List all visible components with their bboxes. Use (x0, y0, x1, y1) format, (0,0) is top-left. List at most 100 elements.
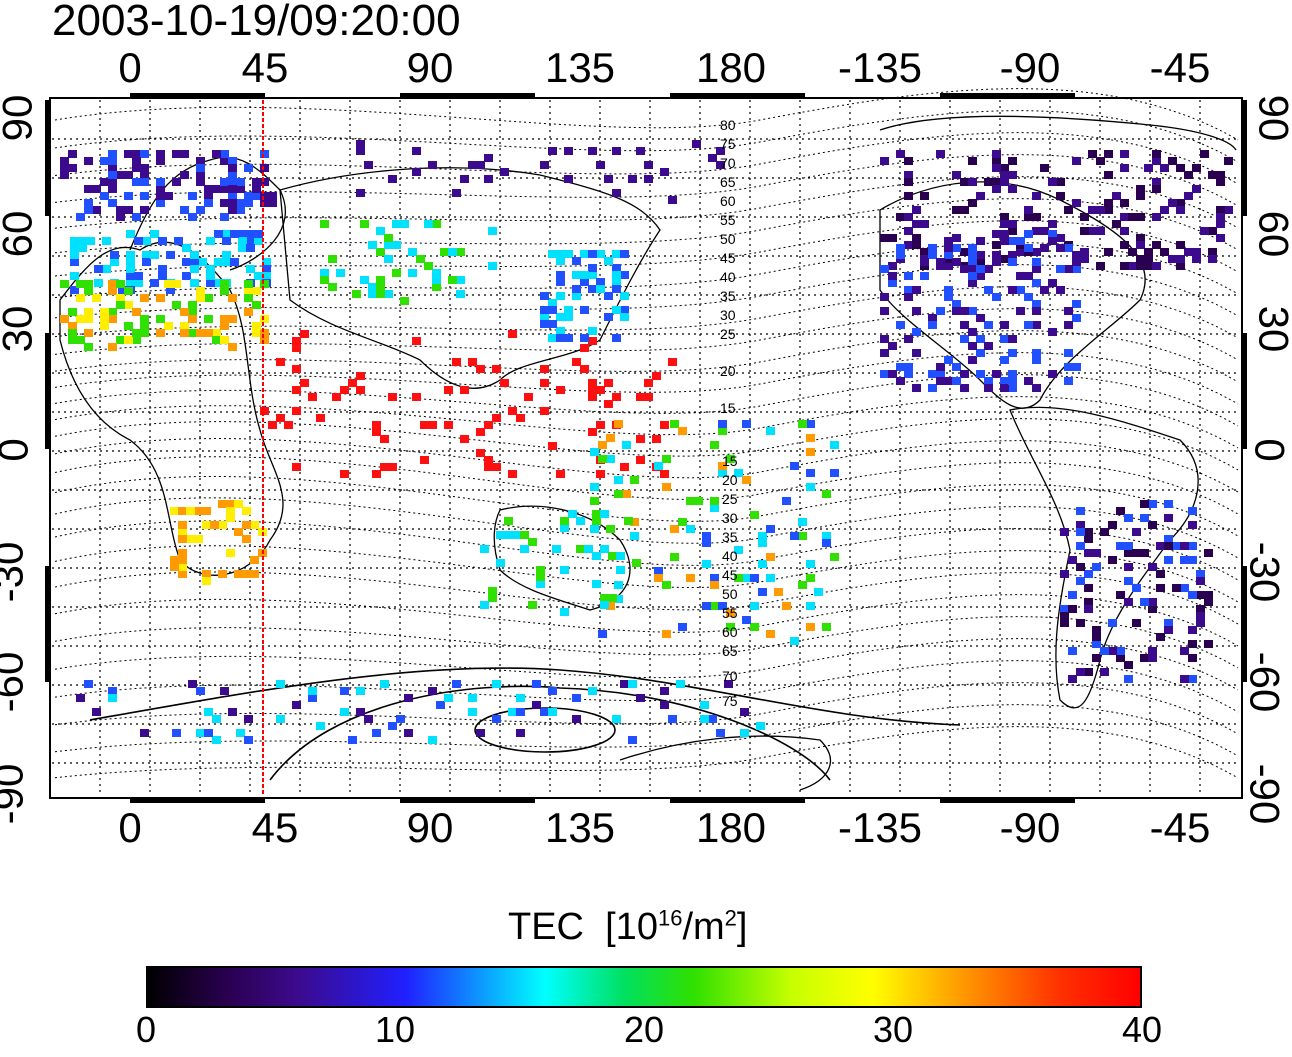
tec-cell (608, 552, 617, 560)
tec-cell (1160, 164, 1169, 172)
tec-cell (124, 150, 133, 158)
tec-cell (308, 393, 317, 401)
tec-cell (1132, 619, 1141, 627)
tec-cell (70, 237, 79, 245)
tec-cell (246, 230, 255, 238)
tec-cell (1068, 605, 1077, 613)
tec-cell (108, 171, 117, 179)
tec-cell (734, 574, 743, 582)
tec-cell (540, 320, 549, 328)
tec-cell (1112, 220, 1121, 228)
tec-cell (182, 244, 191, 252)
tec-cell (1156, 584, 1165, 592)
tec-cell (196, 329, 205, 337)
tec-cell (888, 262, 897, 270)
tec-cell (460, 435, 469, 443)
tec-cell (384, 241, 393, 249)
tec-cell (1068, 675, 1077, 683)
tec-cell (580, 250, 589, 258)
tec-cell (952, 206, 961, 214)
tec-cell (896, 244, 905, 252)
tec-cell (1008, 157, 1017, 165)
tec-cell (182, 272, 191, 280)
tec-cell (242, 535, 251, 543)
tec-cell (912, 286, 921, 294)
tec-cell (228, 192, 237, 200)
tec-cell (528, 538, 537, 546)
tec-cell (70, 272, 79, 280)
tec-cell (492, 365, 501, 373)
tec-cell (588, 428, 597, 436)
tec-cell (1120, 227, 1129, 235)
tec-cell (234, 500, 243, 508)
colorbar-unit-exponent-2: 2 (724, 905, 737, 931)
tec-cell (214, 279, 223, 287)
tec-cell (572, 694, 581, 702)
tec-cell (992, 164, 1001, 172)
tec-cell (1116, 542, 1125, 550)
tec-cell (368, 283, 377, 291)
tec-cell (1000, 164, 1009, 172)
tec-cell (1124, 542, 1133, 550)
tec-cell (412, 168, 421, 176)
tec-cell (984, 342, 993, 350)
tec-cell (308, 687, 317, 695)
tec-cell (380, 463, 389, 471)
tec-cell (516, 414, 525, 422)
contour-line (54, 110, 1239, 163)
tec-cell (928, 251, 937, 259)
tec-cell (76, 213, 85, 221)
tec-cell (492, 463, 501, 471)
tec-cell (822, 532, 831, 540)
tec-cell (408, 269, 417, 277)
tec-cell (364, 161, 373, 169)
tec-cell (532, 680, 541, 688)
tec-cell (496, 559, 505, 567)
tec-cell (814, 588, 823, 596)
tec-cell (372, 729, 381, 737)
tec-cell (670, 525, 679, 533)
tec-cell (548, 442, 557, 450)
tec-cell (178, 535, 187, 543)
tec-cell (504, 517, 513, 525)
tec-cell (260, 150, 269, 158)
tec-cell (484, 456, 493, 464)
tec-cell (1008, 384, 1017, 392)
tec-cell (614, 420, 623, 428)
tec-cell (1196, 591, 1205, 599)
tec-cell (660, 421, 669, 429)
tec-cell (508, 708, 517, 716)
tec-cell (1200, 227, 1209, 235)
tec-cell (1008, 377, 1017, 385)
tec-cell (568, 510, 577, 518)
tec-cell (1188, 542, 1197, 550)
contour-line (54, 594, 1239, 647)
tec-cell (540, 306, 549, 314)
tec-cell (220, 287, 229, 295)
tec-cell (1188, 626, 1197, 634)
tec-cell (758, 532, 767, 540)
tec-cell (536, 573, 545, 581)
tec-cell (944, 293, 953, 301)
tec-cell (976, 265, 985, 273)
tec-cell (968, 279, 977, 287)
tec-cell (1008, 349, 1017, 357)
tec-cell (372, 428, 381, 436)
tec-cell (630, 476, 639, 484)
tec-cell (108, 694, 117, 702)
tec-cell (384, 255, 393, 263)
tec-cell (444, 694, 453, 702)
tec-cell (1008, 220, 1017, 228)
tec-cell (806, 574, 815, 582)
tec-cell (1176, 206, 1185, 214)
tec-cell (1184, 248, 1193, 256)
tec-cell (220, 199, 229, 207)
tec-cell (260, 164, 269, 172)
tec-cell (718, 602, 727, 610)
tec-cell (944, 237, 953, 245)
contour-line (54, 438, 1239, 493)
tec-cell (140, 329, 149, 337)
tec-cell (1196, 612, 1205, 620)
contour-line (54, 396, 1239, 449)
tec-cell (292, 386, 301, 394)
